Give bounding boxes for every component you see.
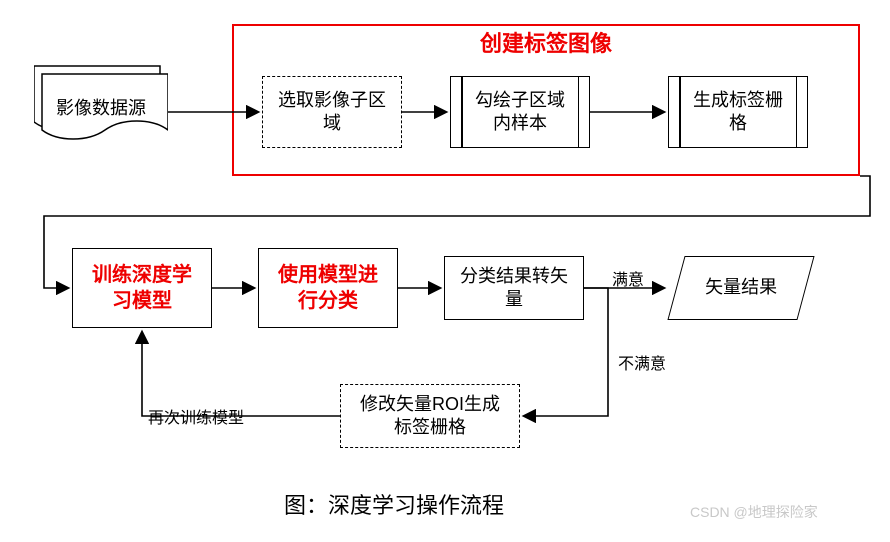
node-modify-roi-label: 修改矢量ROI生成标签栅格 — [355, 393, 505, 440]
annotation-train-again: 再次训练模型 — [148, 404, 244, 428]
group-title: 创建标签图像 — [480, 30, 612, 59]
node-use-model-label: 使用模型进行分类 — [271, 262, 385, 314]
node-train-model-label: 训练深度学习模型 — [85, 262, 199, 314]
inner-bar — [796, 77, 798, 147]
node-select-subregion-label: 选取影像子区域 — [277, 89, 387, 136]
node-to-vector: 分类结果转矢量 — [444, 256, 584, 320]
figure-caption: 图：深度学习操作流程 — [284, 488, 504, 520]
node-vector-result: 矢量结果 — [667, 256, 814, 320]
inner-bar — [679, 77, 681, 147]
node-draw-samples-label: 勾绘子区域内样本 — [469, 89, 571, 136]
annotation-not-satisfied: 不满意 — [618, 350, 666, 374]
watermark: CSDN @地理探险家 — [690, 502, 818, 522]
node-source: 影像数据源 — [34, 60, 168, 146]
node-modify-roi: 修改矢量ROI生成标签栅格 — [340, 384, 520, 448]
node-gen-label-grid: 生成标签栅格 — [668, 76, 808, 148]
node-source-label: 影像数据源 — [34, 94, 168, 120]
node-use-model: 使用模型进行分类 — [258, 248, 398, 328]
annotation-satisfied: 满意 — [612, 266, 644, 290]
node-draw-samples: 勾绘子区域内样本 — [450, 76, 590, 148]
inner-bar — [461, 77, 463, 147]
node-gen-label-grid-label: 生成标签栅格 — [687, 89, 789, 136]
inner-bar — [578, 77, 580, 147]
node-train-model: 训练深度学习模型 — [72, 248, 212, 328]
node-select-subregion: 选取影像子区域 — [262, 76, 402, 148]
flowchart-canvas: 创建标签图像 影像数据源 选取影像子区域 勾绘子区域内样本 生成标签栅格 训练深… — [0, 0, 890, 542]
node-to-vector-label: 分类结果转矢量 — [457, 265, 571, 312]
node-vector-result-label: 矢量结果 — [705, 276, 777, 299]
